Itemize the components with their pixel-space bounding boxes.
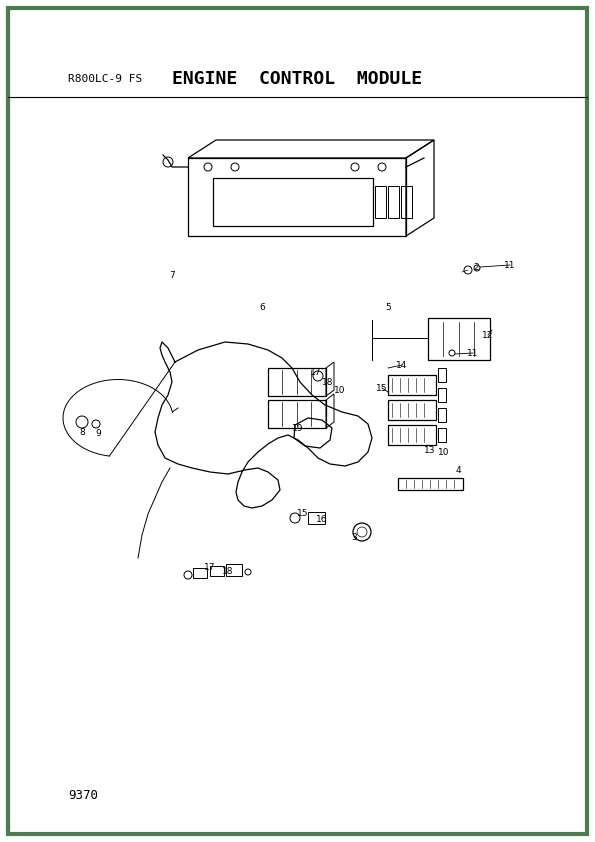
Text: 11: 11 <box>504 260 516 269</box>
Text: 7: 7 <box>169 270 175 280</box>
Text: 16: 16 <box>317 515 328 525</box>
Text: 15: 15 <box>298 509 309 518</box>
Text: 4: 4 <box>455 466 461 475</box>
Text: 18: 18 <box>223 568 234 577</box>
Text: 9370: 9370 <box>68 789 98 802</box>
Text: 11: 11 <box>467 349 479 358</box>
Text: 10: 10 <box>439 447 450 456</box>
Text: 6: 6 <box>259 302 265 312</box>
Text: 18: 18 <box>322 377 334 386</box>
Text: 17: 17 <box>204 563 216 573</box>
Text: 3: 3 <box>351 532 357 541</box>
Text: 15: 15 <box>376 383 388 392</box>
Text: R800LC-9 FS: R800LC-9 FS <box>68 74 143 84</box>
Text: 8: 8 <box>79 428 85 436</box>
Text: 12: 12 <box>483 331 494 339</box>
Text: 19: 19 <box>292 424 304 433</box>
Text: 14: 14 <box>396 360 408 370</box>
Text: 2: 2 <box>473 263 479 271</box>
Text: 9: 9 <box>95 429 101 438</box>
Text: 5: 5 <box>385 302 391 312</box>
Text: 10: 10 <box>334 386 346 395</box>
Text: 13: 13 <box>424 445 436 455</box>
Text: 17: 17 <box>310 367 322 376</box>
Text: ENGINE  CONTROL  MODULE: ENGINE CONTROL MODULE <box>173 70 422 88</box>
